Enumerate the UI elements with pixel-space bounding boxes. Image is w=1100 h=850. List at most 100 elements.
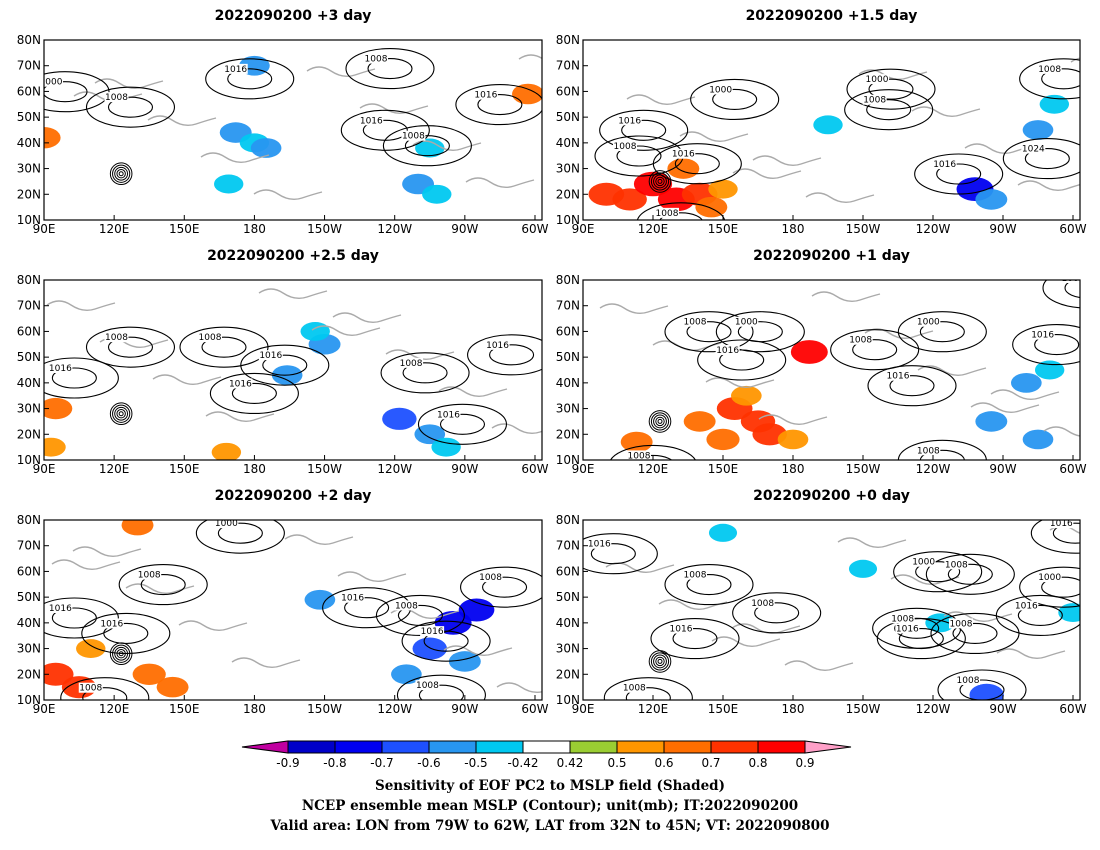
x-tick-label: 150E <box>169 222 200 236</box>
coastline <box>732 168 802 180</box>
contour-line <box>231 382 277 404</box>
colorbar-swatch <box>569 740 618 754</box>
colorbar: -0.9 -0.8 -0.7 -0.6 -0.5 -0.42 0.42 0.5 0.6 0.7 0.… <box>241 740 852 770</box>
contour-line <box>82 687 128 700</box>
coastline <box>178 620 248 632</box>
contour-line <box>616 145 662 167</box>
contour-label: 1016 <box>49 364 72 374</box>
contour-label: 1000 <box>912 558 935 568</box>
shade-mark <box>44 397 73 420</box>
cyclone-contour <box>655 416 665 427</box>
cyclone-contour <box>114 646 129 661</box>
coastline <box>491 423 542 435</box>
x-tick-label: 120E <box>99 462 130 476</box>
colorbar-swatch <box>241 740 289 754</box>
contour-line <box>844 89 934 131</box>
contour-line <box>367 58 413 80</box>
contour-line <box>402 362 448 384</box>
x-tick-label: 90W <box>451 222 478 236</box>
contour-label: 1008 <box>416 681 439 691</box>
panel-3: 2022090200 +2.5 day 1008 1008 1016 1008 1016 1… <box>17 248 549 476</box>
contour-line <box>1042 280 1080 309</box>
contour-label: 1016 <box>421 627 444 637</box>
x-tick-label: 120W <box>377 222 412 236</box>
contour-line <box>85 86 176 128</box>
cyclone-contour <box>648 650 672 673</box>
contour-label: 1016 <box>100 619 123 629</box>
contour-label: 1008 <box>849 336 872 346</box>
contour-line <box>594 135 684 177</box>
contour-label: 1016 <box>259 351 282 361</box>
contour-line <box>404 135 450 157</box>
y-tick-label: 70N <box>17 59 41 73</box>
contour-line <box>217 522 263 544</box>
contour-line <box>382 125 472 167</box>
contour-line <box>107 336 154 358</box>
coastline <box>465 177 535 189</box>
y-tick-label: 50N <box>556 350 580 364</box>
y-tick-label: 40N <box>556 376 580 390</box>
x-tick-label: 60W <box>1059 462 1086 476</box>
contour-label: 1008 <box>1038 65 1061 75</box>
shade-mark <box>156 676 189 698</box>
contour-label: 1016 <box>49 604 72 614</box>
contour-label: 1008 <box>628 451 651 461</box>
colorbar-swatch <box>475 740 524 754</box>
x-tick-label: 90E <box>572 222 595 236</box>
shade-mark <box>706 428 740 451</box>
contour-line <box>209 372 299 414</box>
contour-line <box>898 628 944 650</box>
x-tick-label: 150W <box>307 702 342 716</box>
contour-line <box>118 564 208 606</box>
coastline <box>46 300 116 312</box>
shade-mark <box>448 651 481 672</box>
contour-line <box>610 444 696 460</box>
contour-label: 1008 <box>684 571 707 581</box>
contour-line <box>44 81 88 103</box>
contour-label: 1016 <box>887 372 910 382</box>
contour-line <box>603 677 693 700</box>
contour-label: 1024 <box>1022 145 1045 155</box>
colorbar-swatch <box>804 740 852 754</box>
contour-line <box>866 99 912 121</box>
y-tick-label: 20N <box>556 667 580 681</box>
x-tick-label: 120E <box>99 222 130 236</box>
contour-label: 1016 <box>486 341 509 351</box>
shade-mark <box>422 184 452 204</box>
x-tick-label: 150E <box>708 702 739 716</box>
contour-line <box>830 329 920 371</box>
x-tick-label: 180 <box>782 462 805 476</box>
coastline <box>359 103 429 115</box>
coastline <box>337 571 407 583</box>
shade-mark <box>790 340 828 364</box>
contour-label: 1000 <box>735 318 758 328</box>
contour-line <box>201 336 247 358</box>
contour-line <box>1019 58 1080 100</box>
contour-line <box>889 375 935 397</box>
y-tick-label: 20N <box>17 187 41 201</box>
contour-label: 1016 <box>896 625 919 635</box>
contour-line <box>1024 148 1070 170</box>
coastline <box>711 636 781 648</box>
shade-mark <box>76 639 106 659</box>
shade-mark <box>731 385 762 406</box>
panel-frame <box>43 39 543 221</box>
x-tick-label: 180 <box>243 222 266 236</box>
y-tick-label: 20N <box>556 427 580 441</box>
cyclone-contour <box>116 649 126 659</box>
cyclone-contour <box>648 170 672 193</box>
coastline <box>332 312 402 324</box>
contour-line <box>686 574 732 596</box>
x-tick-label: 90W <box>989 702 1016 716</box>
y-tick-label: 30N <box>556 642 580 656</box>
y-tick-label: 80N <box>556 33 580 47</box>
y-tick-label: 50N <box>17 350 41 364</box>
x-tick-label: 90E <box>572 462 595 476</box>
coastline <box>784 660 854 672</box>
contour-label: 1008 <box>365 55 388 65</box>
contour-line <box>418 684 464 700</box>
x-tick-label: 180 <box>243 702 266 716</box>
contour-line <box>897 439 987 460</box>
shade-mark <box>1034 360 1065 380</box>
y-tick-label: 50N <box>556 110 580 124</box>
